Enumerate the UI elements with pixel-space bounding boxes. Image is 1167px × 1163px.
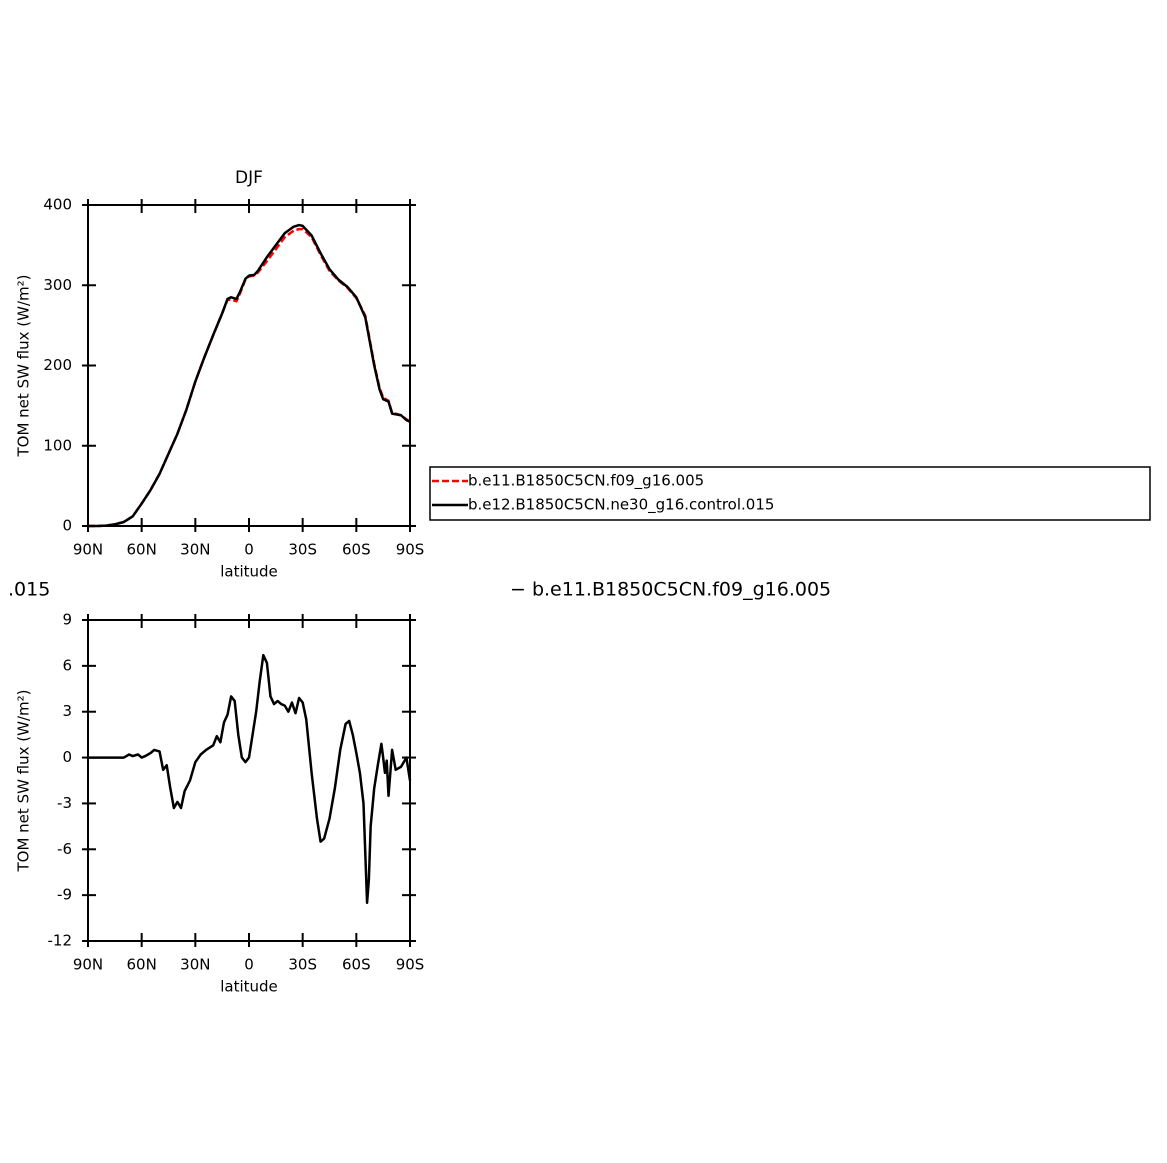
- annotation: .015: [8, 579, 50, 601]
- x-tick-label: 60S: [342, 541, 371, 559]
- y-tick-label: 0: [62, 517, 72, 535]
- y-tick-label: -6: [57, 840, 72, 858]
- x-tick-label: 90N: [73, 956, 103, 974]
- y-tick-label: 100: [43, 436, 72, 454]
- data-line: [88, 223, 411, 528]
- x-tick-label: 60N: [127, 541, 157, 559]
- data-line: [88, 227, 411, 528]
- x-tick-label: 30N: [180, 541, 210, 559]
- x-tick-label: 0: [244, 956, 254, 974]
- x-tick-label: 90N: [73, 541, 103, 559]
- x-tick-label: 0: [244, 541, 254, 559]
- x-tick-label: 30S: [288, 956, 317, 974]
- y-tick-label: 6: [62, 656, 72, 674]
- x-tick-label: 60N: [127, 956, 157, 974]
- x-tick-label: 90S: [396, 956, 425, 974]
- legend-label: b.e12.B1850C5CN.ne30_g16.control.015: [468, 496, 774, 515]
- plot-frame: [87, 204, 411, 527]
- y-tick-label: -9: [57, 886, 72, 904]
- y-tick-label: -12: [48, 932, 73, 950]
- y-tick-label: 400: [43, 196, 72, 214]
- annotation: − b.e11.B1850C5CN.f09_g16.005: [510, 579, 831, 601]
- chart-title: DJF: [235, 168, 263, 188]
- y-tick-label: 0: [62, 748, 72, 766]
- x-tick-label: 30N: [180, 956, 210, 974]
- y-tick-label: -3: [57, 794, 72, 812]
- x-axis-label: latitude: [220, 563, 278, 581]
- data-line: [88, 653, 412, 905]
- y-tick-label: 200: [43, 356, 72, 374]
- x-tick-label: 60S: [342, 956, 371, 974]
- legend-box: [429, 466, 1151, 521]
- y-tick-label: 3: [62, 702, 72, 720]
- legend-label: b.e11.B1850C5CN.f09_g16.005: [468, 472, 704, 491]
- x-tick-label: 90S: [396, 541, 425, 559]
- y-axis-label: TOM net SW flux (W/m²): [15, 690, 33, 873]
- x-axis-label: latitude: [220, 978, 278, 996]
- y-tick-label: 9: [62, 611, 72, 629]
- x-tick-label: 30S: [288, 541, 317, 559]
- plot-frame: [87, 619, 411, 942]
- y-tick-label: 300: [43, 276, 72, 294]
- y-axis-label: TOM net SW flux (W/m²): [15, 275, 33, 458]
